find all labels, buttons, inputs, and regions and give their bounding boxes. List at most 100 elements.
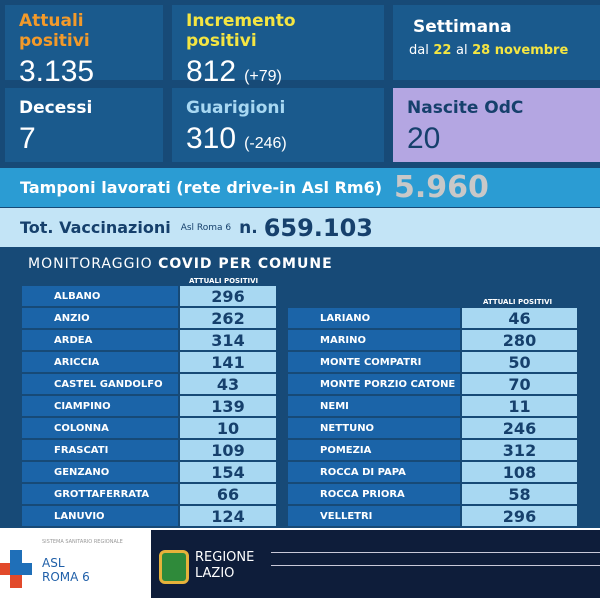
attuali-positivi-value: 262: [180, 308, 276, 328]
settimana-label: Settimana: [413, 17, 512, 37]
attuali-positivi-box: Attuali positivi 3.135: [5, 5, 163, 88]
regione-name-2: LAZIO: [195, 566, 235, 581]
comune-name: ARICCIA: [22, 352, 178, 372]
table-row: CASTEL GANDOLFO 43: [22, 374, 276, 394]
nascite-box: Nascite OdC 20: [393, 88, 600, 162]
comune-name: VELLETRI: [288, 506, 460, 526]
attuali-positivi-value: 66: [180, 484, 276, 504]
attuali-positivi-value: 50: [462, 352, 577, 372]
table-row: ROCCA PRIORA 58: [288, 484, 577, 504]
comune-name: LANUVIO: [22, 506, 178, 526]
comune-name: GROTTAFERRATA: [22, 484, 178, 504]
settimana-mid: al: [456, 43, 468, 58]
table-row: GENZANO 154: [22, 462, 276, 482]
table-row: LANUVIO 124: [22, 506, 276, 526]
comune-name: LARIANO: [288, 308, 460, 328]
table-row: ARICCIA 141: [22, 352, 276, 372]
monitoraggio-title: MONITORAGGIO COVID PER COMUNE: [28, 256, 333, 272]
table-row: NEMI 11: [288, 396, 577, 416]
nascite-label: Nascite OdC: [407, 98, 524, 118]
decessi-value: 7: [19, 122, 36, 155]
table-row: VELLETRI 296: [288, 506, 577, 526]
asl-name-2: ROMA 6: [42, 570, 90, 584]
vaccinazioni-sub: Asl Roma 6: [180, 222, 232, 233]
settimana-from: 22: [433, 43, 452, 58]
guarigioni-label: Guarigioni: [186, 98, 286, 118]
attuali-positivi-value: 312: [462, 440, 577, 460]
decorative-line: [271, 552, 600, 566]
attuali-positivi-value: 10: [180, 418, 276, 438]
regione-lazio-emblem-icon: [159, 550, 189, 584]
table-row: GROTTAFERRATA 66: [22, 484, 276, 504]
attuali-positivi-value: 314: [180, 330, 276, 350]
attuali-positivi-value: 246: [462, 418, 577, 438]
incremento-label: Incremento positivi: [186, 11, 296, 51]
settimana-prefix: dal: [409, 43, 429, 58]
table-row: MONTE PORZIO CATONE 70: [288, 374, 577, 394]
attuali-positivi-value: 141: [180, 352, 276, 372]
nascite-value: 20: [407, 122, 441, 155]
comune-name: MARINO: [288, 330, 460, 350]
settimana-box: Settimana dal 22 al 28 novembre: [393, 5, 600, 80]
attuali-positivi-value: 109: [180, 440, 276, 460]
table-row: FRASCATI 109: [22, 440, 276, 460]
comune-name: GENZANO: [22, 462, 178, 482]
guarigioni-value: 310: [186, 122, 237, 155]
attuali-positivi-value: 11: [462, 396, 577, 416]
comune-name: CASTEL GANDOLFO: [22, 374, 178, 394]
comune-name: COLONNA: [22, 418, 178, 438]
title-part-a: MONITORAGGIO: [28, 256, 153, 272]
comune-name: MONTE COMPATRI: [288, 352, 460, 372]
guarigioni-delta: (-246): [244, 135, 287, 152]
table-row: MARINO 280: [288, 330, 577, 350]
vaccinazioni-prefix: n.: [239, 217, 258, 238]
comune-name: ARDEA: [22, 330, 178, 350]
attuali-positivi-value: 139: [180, 396, 276, 416]
attuali-positivi-value: 46: [462, 308, 577, 328]
attuali-positivi-value: 296: [462, 506, 577, 526]
attuali-value: 3.135: [19, 55, 95, 88]
comune-name: MONTE PORZIO CATONE: [288, 374, 460, 394]
right-col-header: ATTUALI POSITIVI: [483, 298, 553, 306]
attuali-positivi-value: 43: [180, 374, 276, 394]
table-row: ARDEA 314: [22, 330, 276, 350]
regione-name-1: REGIONE: [195, 550, 255, 565]
tamponi-label: Tamponi lavorati (rete drive-in Asl Rm6): [20, 178, 383, 197]
settimana-to: 28 novembre: [472, 43, 569, 58]
comune-name: FRASCATI: [22, 440, 178, 460]
footer-asl: SISTEMA SANITARIO REGIONALE ASL ROMA 6: [0, 528, 151, 598]
table-row: POMEZIA 312: [288, 440, 577, 460]
table-row: LARIANO 46: [288, 308, 577, 328]
incremento-value: 812: [186, 55, 237, 88]
attuali-positivi-value: 70: [462, 374, 577, 394]
table-row: ANZIO 262: [22, 308, 276, 328]
incremento-delta: (+79): [244, 68, 282, 85]
attuali-positivi-value: 154: [180, 462, 276, 482]
comune-name: ANZIO: [22, 308, 178, 328]
table-row: CIAMPINO 139: [22, 396, 276, 416]
attuali-positivi-value: 58: [462, 484, 577, 504]
vaccinazioni-label: Tot. Vaccinazioni: [20, 218, 171, 237]
attuali-label: Attuali positivi: [19, 11, 90, 51]
cross-logo-icon: [0, 550, 32, 588]
left-col-header: ATTUALI POSITIVI: [189, 277, 259, 285]
left-table: ALBANO 296 ANZIO 262 ARDEA 314 ARICCIA 141 CASTE…: [22, 286, 276, 528]
comune-name: NEMI: [288, 396, 460, 416]
guarigioni-box: Guarigioni 310 (-246): [172, 88, 384, 162]
right-table: LARIANO 46 MARINO 280 MONTE COMPATRI 50 MONTE …: [288, 308, 577, 528]
ssr-label: SISTEMA SANITARIO REGIONALE: [42, 539, 123, 545]
comune-name: ALBANO: [22, 286, 178, 306]
table-row: MONTE COMPATRI 50: [288, 352, 577, 372]
comune-name: ROCCA DI PAPA: [288, 462, 460, 482]
tamponi-value: 5.960: [394, 170, 489, 205]
table-row: ROCCA DI PAPA 108: [288, 462, 577, 482]
footer-regione: REGIONE LAZIO: [151, 528, 600, 598]
comune-name: POMEZIA: [288, 440, 460, 460]
attuali-positivi-value: 280: [462, 330, 577, 350]
attuali-positivi-value: 296: [180, 286, 276, 306]
comune-name: NETTUNO: [288, 418, 460, 438]
vaccinazioni-value: 659.103: [263, 213, 373, 242]
asl-name-1: ASL: [42, 556, 65, 570]
tamponi-bar: Tamponi lavorati (rete drive-in Asl Rm6)…: [0, 168, 600, 207]
decessi-label: Decessi: [19, 98, 93, 118]
